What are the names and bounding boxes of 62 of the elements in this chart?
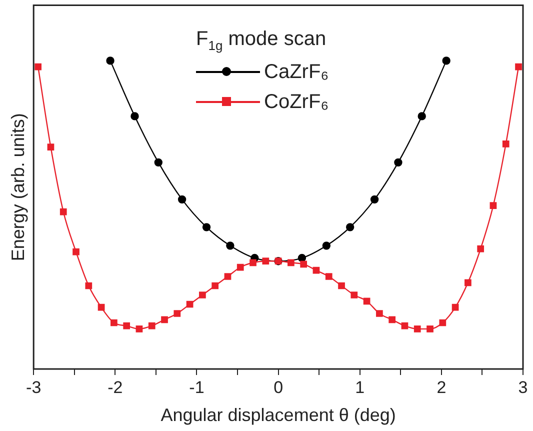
point — [186, 300, 194, 308]
x-tick-label: -2 — [108, 378, 123, 397]
point — [250, 259, 256, 266]
point — [98, 304, 105, 311]
point — [60, 208, 67, 216]
y-axis-title: Energy (arb. units) — [8, 113, 28, 262]
point — [72, 248, 80, 256]
point — [388, 316, 396, 324]
point — [136, 325, 143, 332]
point — [148, 322, 156, 330]
point — [325, 273, 332, 280]
point — [346, 223, 354, 232]
x-tick-label: 1 — [355, 378, 365, 397]
x-tick-label: 2 — [436, 378, 446, 397]
x-tick-label: 3 — [518, 378, 528, 397]
point — [34, 63, 42, 70]
point — [236, 264, 244, 271]
x-tick-label: 0 — [274, 378, 284, 397]
point — [442, 56, 450, 65]
point — [515, 63, 522, 70]
point — [199, 292, 206, 298]
point — [370, 195, 379, 204]
point — [212, 282, 219, 290]
point — [110, 319, 118, 326]
point — [123, 322, 130, 330]
point — [322, 242, 331, 250]
point — [439, 319, 446, 326]
point — [477, 245, 484, 252]
x-tick-label: -3 — [26, 378, 42, 397]
point — [47, 144, 54, 150]
point — [338, 282, 345, 290]
point — [161, 316, 168, 324]
point — [106, 56, 114, 65]
point — [363, 298, 370, 305]
point — [490, 202, 497, 210]
point — [130, 112, 139, 120]
point — [401, 322, 408, 330]
legend-title: F$_{1g}$ mode scan — [196, 28, 328, 53]
point — [426, 325, 434, 332]
point — [464, 279, 472, 286]
x-tick-label: -1 — [189, 378, 204, 397]
point — [288, 259, 294, 266]
point — [376, 310, 383, 317]
point — [414, 325, 421, 332]
point — [418, 112, 426, 120]
point — [394, 158, 402, 167]
point — [154, 158, 162, 167]
point — [85, 282, 92, 290]
point — [174, 310, 181, 317]
point — [202, 223, 211, 232]
point — [262, 258, 270, 265]
x-axis-title: Angular displacement θ (deg) — [160, 405, 396, 426]
point — [452, 304, 459, 311]
legend-label: CoZrF₆ — [264, 90, 329, 114]
point — [350, 292, 358, 298]
point — [226, 242, 234, 250]
point — [178, 195, 186, 204]
legend-label: CaZrF₆ — [264, 60, 329, 84]
point — [312, 266, 320, 274]
point — [300, 260, 308, 268]
point — [502, 140, 510, 148]
point — [224, 273, 232, 280]
